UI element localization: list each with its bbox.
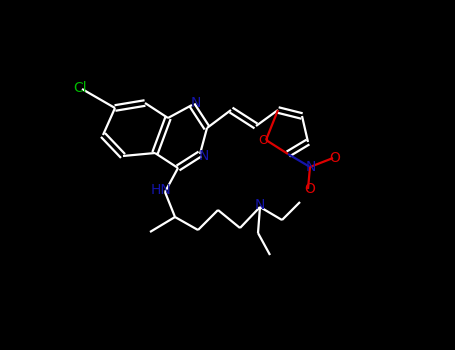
Text: N: N	[191, 96, 201, 110]
Text: N: N	[199, 149, 209, 163]
Text: Cl: Cl	[73, 81, 87, 95]
Text: HN: HN	[151, 183, 172, 197]
Text: O: O	[329, 151, 340, 165]
Text: N: N	[255, 198, 265, 212]
Text: N: N	[306, 160, 316, 174]
Text: O: O	[258, 133, 268, 147]
Text: O: O	[304, 182, 315, 196]
